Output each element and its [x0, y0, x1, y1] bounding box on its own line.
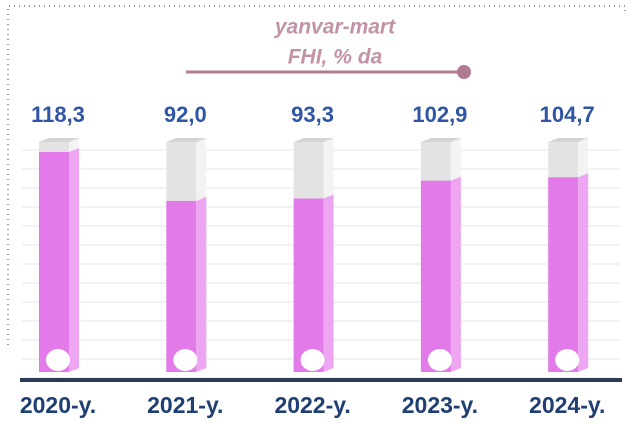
tube-top: [166, 138, 207, 142]
bar: [39, 152, 69, 372]
value-label: 93,3: [291, 102, 334, 127]
bar-base: [173, 349, 198, 371]
bar: [548, 177, 579, 372]
bar: [293, 198, 324, 372]
bar-base: [46, 349, 70, 371]
x-tick-label: 2022-y.: [274, 392, 350, 418]
x-tick-label: 2021-y.: [147, 392, 223, 418]
value-label: 118,3: [31, 102, 85, 127]
tube-top: [420, 138, 461, 142]
chart-title: yanvar-mart: [274, 16, 396, 39]
tube-top: [548, 138, 589, 142]
frame: [7, 5, 626, 345]
value-label: 102,9: [412, 102, 467, 127]
bar-side: [578, 173, 589, 372]
x-tick-label: 2023-y.: [402, 392, 478, 418]
bar-side: [69, 148, 79, 372]
value-label: 92,0: [164, 102, 207, 127]
bar: [420, 180, 451, 372]
bar-side: [323, 194, 334, 372]
tube-top: [39, 138, 79, 142]
bar-base: [555, 349, 580, 371]
x-tick-label: 2024-y.: [529, 392, 605, 418]
value-label: 104,7: [540, 102, 595, 127]
bar: [166, 200, 197, 372]
tube-top: [293, 138, 334, 142]
bar-base: [300, 349, 325, 371]
bar-base: [427, 349, 452, 371]
x-tick-label: 2020-y.: [20, 392, 96, 418]
legend-dot: [457, 65, 471, 79]
chart-subtitle: FHI, % da: [288, 46, 383, 69]
bar-side: [450, 176, 461, 372]
bar-side: [196, 196, 207, 372]
